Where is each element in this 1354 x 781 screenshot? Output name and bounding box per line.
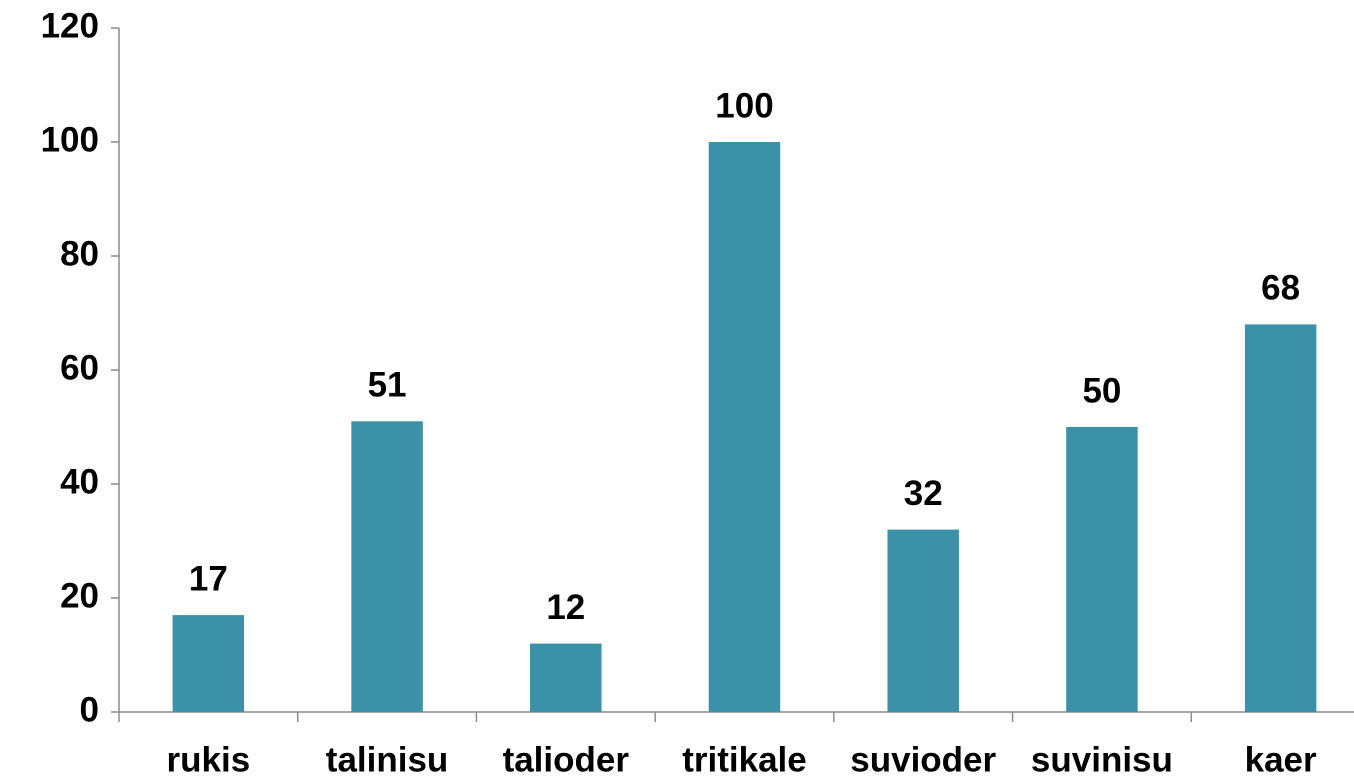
bar (530, 643, 602, 712)
x-tick-label: tritikale (682, 740, 807, 779)
x-tick-label: suvioder (850, 740, 996, 779)
x-tick-label: talioder (503, 740, 630, 779)
y-tick-label: 80 (60, 234, 99, 273)
data-label: 17 (189, 559, 228, 598)
data-label: 100 (715, 86, 773, 125)
x-tick-label: rukis (167, 740, 251, 779)
y-tick-label: 100 (41, 120, 99, 159)
y-tick-label: 40 (60, 462, 99, 501)
bar (351, 421, 423, 712)
bar (172, 615, 245, 712)
data-label: 68 (1261, 269, 1300, 308)
x-tick-label: talinisu (326, 740, 449, 779)
y-tick-label: 20 (60, 576, 99, 615)
bar (1066, 427, 1138, 712)
y-tick-label: 0 (80, 690, 99, 729)
data-label: 32 (904, 474, 943, 513)
x-tick-label: suvinisu (1031, 740, 1173, 779)
bar (887, 529, 959, 712)
data-label: 51 (368, 366, 407, 405)
y-tick-label: 120 (41, 6, 99, 45)
bar (1244, 324, 1317, 712)
y-tick-label: 60 (60, 348, 99, 387)
data-label: 50 (1082, 371, 1121, 410)
bar (708, 142, 781, 712)
data-label: 12 (546, 588, 585, 627)
x-tick-label: kaer (1245, 740, 1317, 779)
